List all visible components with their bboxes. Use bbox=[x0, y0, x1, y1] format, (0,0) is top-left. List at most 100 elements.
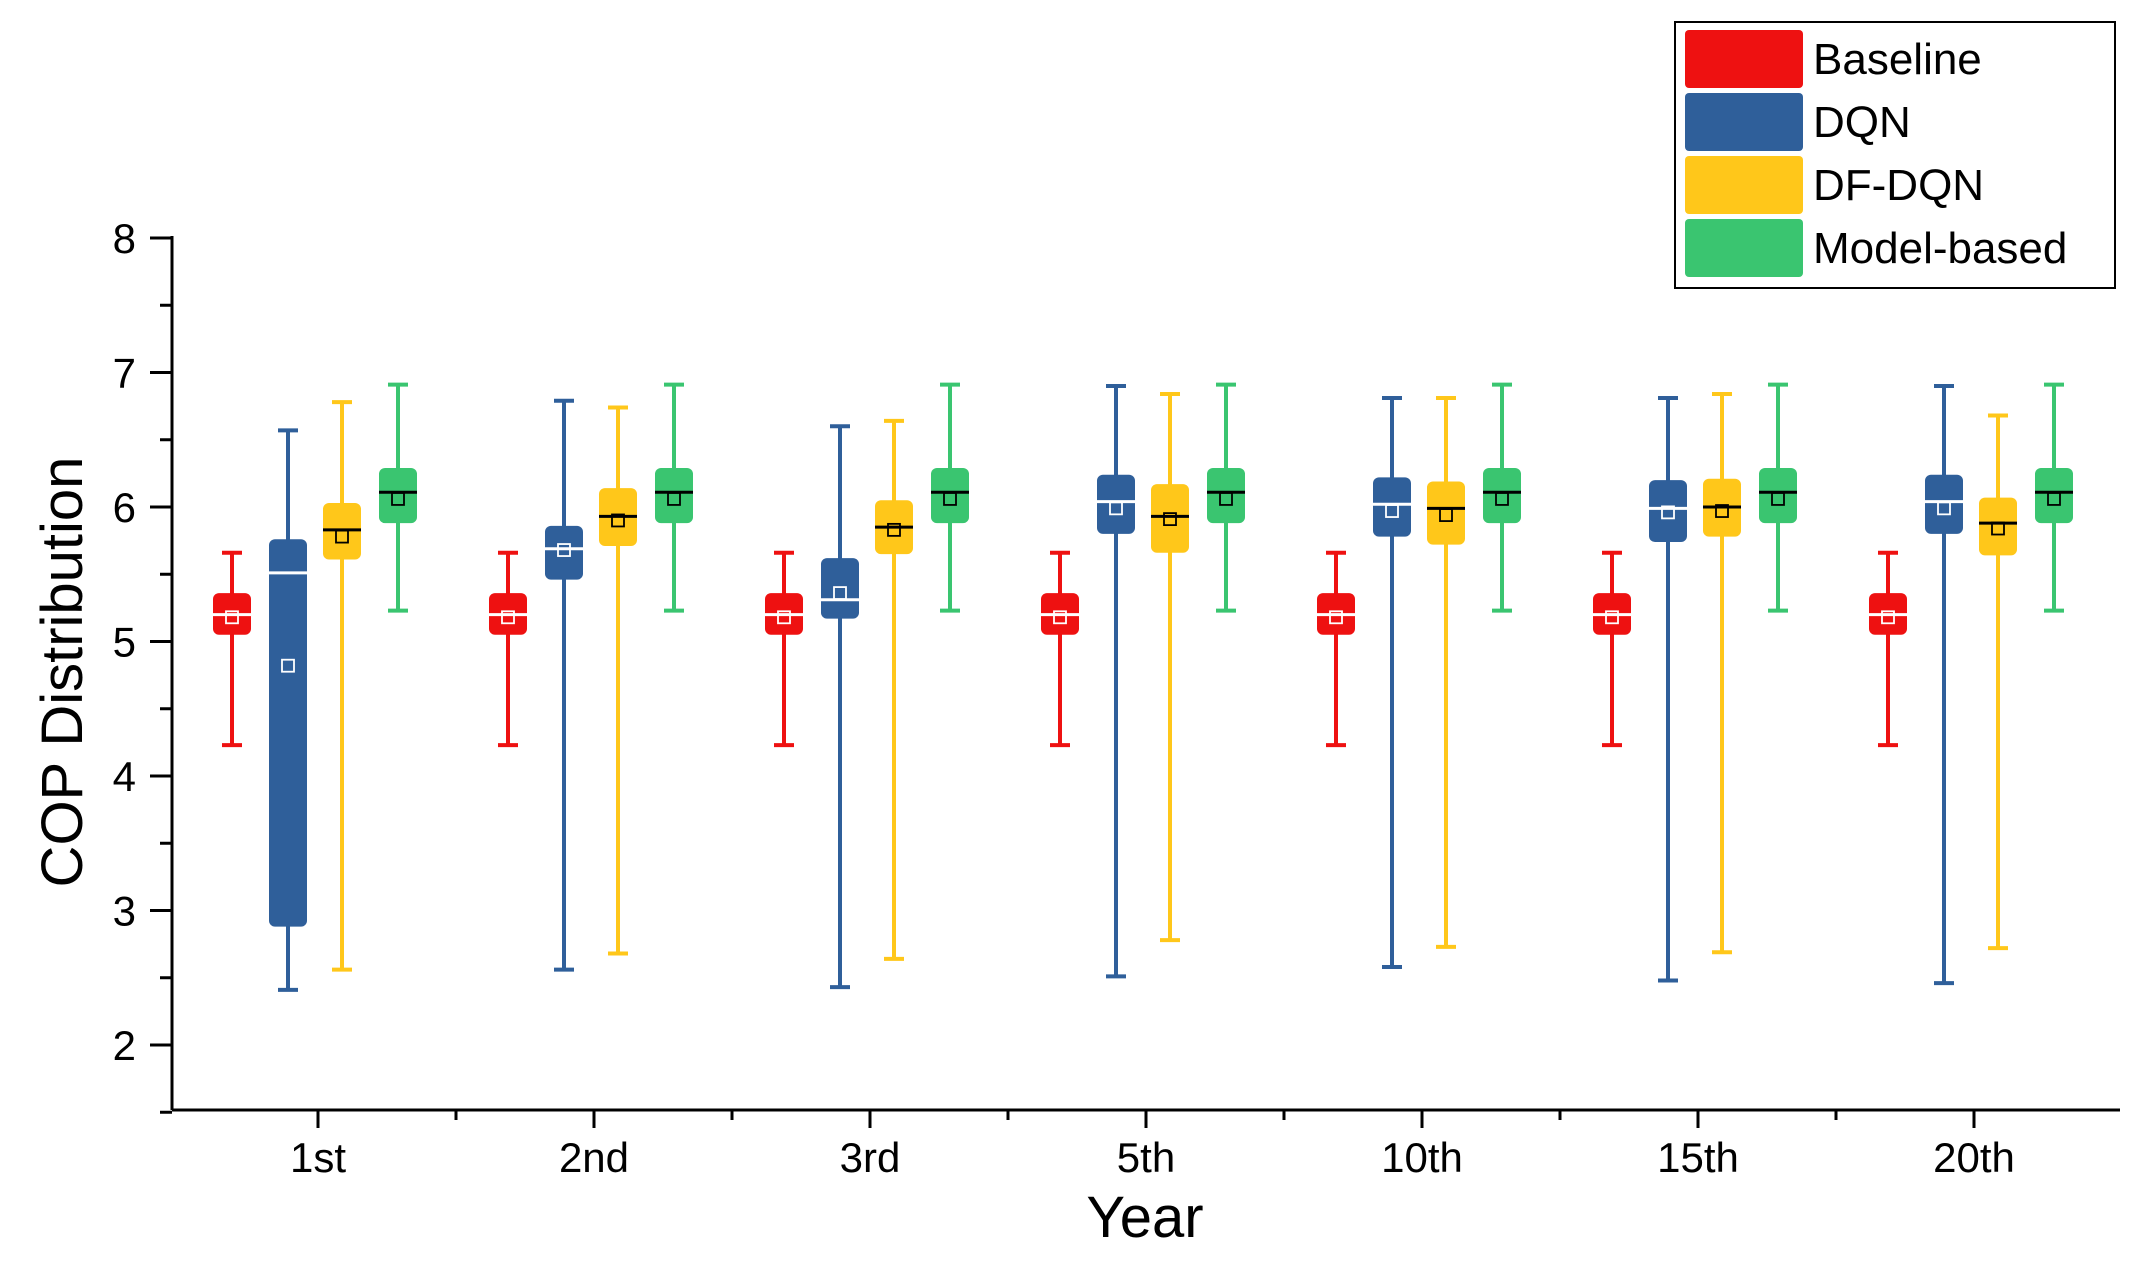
mean-marker bbox=[1053, 610, 1067, 625]
box-dqn-1st bbox=[269, 428, 307, 992]
boxes-layer bbox=[213, 382, 2073, 992]
box-df-dqn-3rd bbox=[875, 418, 913, 961]
box-model-based-2nd bbox=[655, 382, 693, 613]
mean-marker bbox=[833, 586, 847, 600]
box-dqn-15th bbox=[1649, 396, 1687, 983]
box-df-dqn-20th bbox=[1979, 413, 2017, 951]
box-baseline-20th bbox=[1869, 550, 1907, 748]
x-tick-label: 5th bbox=[1117, 1134, 1175, 1181]
mean-marker bbox=[2047, 492, 2061, 506]
y-tick-label: 6 bbox=[113, 484, 136, 531]
box-df-dqn-1st bbox=[323, 400, 361, 972]
x-tick-label: 2nd bbox=[559, 1134, 629, 1181]
mean-marker bbox=[1439, 508, 1453, 522]
box-baseline-2nd bbox=[489, 550, 527, 748]
mean-marker bbox=[1605, 610, 1619, 625]
y-tick-label: 2 bbox=[113, 1022, 136, 1069]
x-tick-label: 1st bbox=[290, 1134, 346, 1181]
box-model-based-20th bbox=[2035, 382, 2073, 613]
y-tick-label: 5 bbox=[113, 619, 136, 666]
legend-swatch bbox=[1685, 30, 1803, 88]
legend: Baseline DQN DF-DQN Model-based bbox=[1674, 21, 2116, 289]
box-iqr bbox=[655, 467, 693, 524]
mean-marker bbox=[1991, 521, 2005, 536]
box-iqr bbox=[379, 467, 417, 524]
mean-marker bbox=[943, 492, 957, 506]
box-iqr bbox=[1207, 467, 1245, 524]
axes-layer: 2 3 4 5 6 7 8 1st 2nd 3rd 5th 10th 15th 20th bbox=[113, 215, 2120, 1181]
box-model-based-5th bbox=[1207, 382, 1245, 613]
mean-marker bbox=[557, 543, 571, 557]
box-iqr bbox=[1979, 497, 2017, 556]
box-iqr bbox=[545, 525, 583, 580]
y-tick-label: 8 bbox=[113, 215, 136, 262]
legend-swatch bbox=[1685, 93, 1803, 151]
mean-marker bbox=[1661, 505, 1675, 520]
legend-label: DQN bbox=[1813, 98, 1911, 147]
mean-marker bbox=[887, 522, 901, 537]
x-axis-title: Year bbox=[1086, 1185, 1203, 1250]
mean-marker bbox=[1771, 492, 1785, 506]
box-df-dqn-15th bbox=[1703, 392, 1741, 955]
box-model-based-15th bbox=[1759, 382, 1797, 613]
box-iqr bbox=[931, 467, 969, 524]
y-axis-title: COP Distribution bbox=[30, 457, 95, 888]
mean-marker bbox=[1163, 512, 1177, 527]
x-tick-label: 10th bbox=[1381, 1134, 1463, 1181]
box-baseline-5th bbox=[1041, 550, 1079, 748]
box-baseline-15th bbox=[1593, 550, 1631, 748]
box-baseline-1st bbox=[213, 550, 251, 748]
box-iqr bbox=[269, 539, 307, 927]
box-df-dqn-5th bbox=[1151, 392, 1189, 943]
box-iqr bbox=[2035, 467, 2073, 524]
box-baseline-3rd bbox=[765, 550, 803, 748]
mean-marker bbox=[391, 492, 405, 506]
mean-marker bbox=[1385, 504, 1399, 518]
box-iqr bbox=[1925, 474, 1963, 534]
mean-marker bbox=[777, 610, 791, 625]
box-dqn-3rd bbox=[821, 424, 859, 990]
x-tick-label: 20th bbox=[1933, 1134, 2015, 1181]
box-dqn-20th bbox=[1925, 383, 1963, 986]
mean-marker bbox=[1937, 501, 1951, 516]
x-tick-label: 3rd bbox=[840, 1134, 901, 1181]
box-model-based-3rd bbox=[931, 382, 969, 613]
box-iqr bbox=[1097, 474, 1135, 534]
x-tick-label: 15th bbox=[1657, 1134, 1739, 1181]
mean-marker bbox=[335, 529, 349, 544]
y-tick-label: 7 bbox=[113, 350, 136, 397]
box-iqr bbox=[1649, 480, 1687, 542]
box-dqn-5th bbox=[1097, 383, 1135, 979]
mean-marker bbox=[1219, 492, 1233, 506]
mean-marker bbox=[1715, 504, 1729, 518]
box-model-based-1st bbox=[379, 382, 417, 613]
legend-label: DF-DQN bbox=[1813, 161, 1984, 210]
mean-marker bbox=[611, 513, 625, 528]
box-df-dqn-10th bbox=[1427, 396, 1465, 949]
box-baseline-10th bbox=[1317, 550, 1355, 748]
mean-marker bbox=[667, 492, 681, 506]
box-iqr bbox=[1151, 484, 1189, 553]
mean-marker bbox=[225, 610, 239, 625]
box-iqr bbox=[1759, 467, 1797, 524]
y-tick-label: 3 bbox=[113, 888, 136, 935]
box-iqr bbox=[1427, 481, 1465, 545]
box-dqn-10th bbox=[1373, 396, 1411, 969]
mean-marker bbox=[1881, 610, 1895, 625]
box-iqr bbox=[1483, 467, 1521, 524]
mean-marker bbox=[281, 658, 295, 673]
box-df-dqn-2nd bbox=[599, 405, 637, 956]
mean-marker bbox=[1109, 501, 1123, 516]
box-dqn-2nd bbox=[545, 398, 583, 972]
box-iqr bbox=[1373, 477, 1411, 537]
legend-swatch bbox=[1685, 219, 1803, 277]
box-model-based-10th bbox=[1483, 382, 1521, 613]
legend-label: Baseline bbox=[1813, 35, 1982, 84]
box-iqr bbox=[821, 558, 859, 619]
mean-marker bbox=[501, 610, 515, 625]
legend-swatch bbox=[1685, 156, 1803, 214]
legend-label: Model-based bbox=[1813, 224, 2067, 273]
mean-marker bbox=[1495, 492, 1509, 506]
